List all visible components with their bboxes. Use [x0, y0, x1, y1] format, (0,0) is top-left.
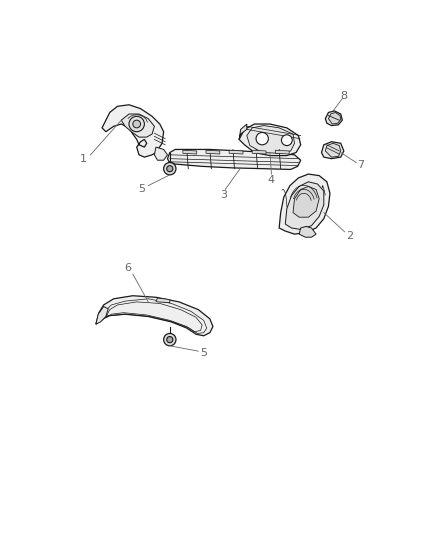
- PathPatch shape: [328, 112, 341, 124]
- PathPatch shape: [285, 182, 324, 230]
- PathPatch shape: [121, 114, 155, 137]
- Circle shape: [167, 336, 173, 343]
- PathPatch shape: [276, 150, 289, 154]
- PathPatch shape: [239, 124, 301, 156]
- Circle shape: [164, 163, 176, 175]
- PathPatch shape: [321, 142, 344, 159]
- PathPatch shape: [167, 149, 301, 169]
- Text: 8: 8: [340, 91, 347, 101]
- Text: 5: 5: [200, 348, 207, 358]
- Circle shape: [167, 166, 173, 172]
- PathPatch shape: [325, 111, 342, 126]
- PathPatch shape: [239, 124, 247, 140]
- Circle shape: [164, 334, 176, 346]
- PathPatch shape: [183, 150, 197, 154]
- Text: 7: 7: [357, 160, 364, 170]
- PathPatch shape: [279, 174, 330, 234]
- PathPatch shape: [96, 306, 108, 324]
- PathPatch shape: [156, 298, 170, 303]
- PathPatch shape: [252, 150, 266, 154]
- PathPatch shape: [325, 143, 341, 157]
- PathPatch shape: [102, 105, 164, 157]
- Text: 3: 3: [220, 190, 227, 200]
- PathPatch shape: [247, 126, 294, 154]
- PathPatch shape: [96, 296, 213, 336]
- Text: 1: 1: [80, 154, 87, 164]
- Circle shape: [256, 133, 268, 145]
- PathPatch shape: [206, 150, 220, 154]
- Circle shape: [282, 135, 292, 146]
- PathPatch shape: [299, 227, 316, 237]
- Circle shape: [133, 120, 141, 128]
- PathPatch shape: [229, 150, 243, 154]
- Text: 2: 2: [346, 231, 353, 241]
- Text: 6: 6: [125, 263, 132, 273]
- Text: 5: 5: [138, 184, 145, 193]
- PathPatch shape: [155, 147, 167, 160]
- Circle shape: [129, 116, 145, 132]
- Text: 4: 4: [268, 175, 275, 185]
- PathPatch shape: [293, 187, 319, 217]
